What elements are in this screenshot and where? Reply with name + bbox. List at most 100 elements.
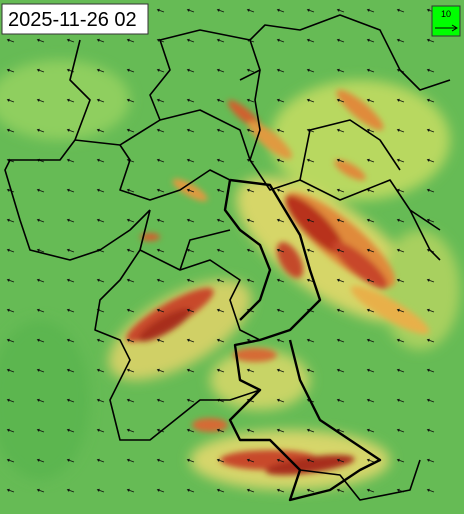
- wind-arrow: [246, 98, 255, 103]
- wind-arrow: [6, 338, 15, 343]
- wind-arrow: [246, 68, 255, 73]
- wind-arrow: [336, 158, 345, 163]
- wind-arrow: [306, 338, 315, 343]
- wind-arrow: [186, 128, 195, 133]
- wind-arrow: [276, 278, 285, 283]
- wind-arrow: [186, 488, 195, 493]
- wind-arrow: [276, 458, 285, 463]
- wind-arrow: [96, 218, 105, 223]
- wind-arrow: [6, 248, 15, 253]
- wind-arrow: [336, 128, 345, 133]
- wind-arrow: [306, 248, 315, 253]
- wind-arrow: [126, 128, 135, 133]
- wind-arrow: [156, 248, 165, 253]
- wind-arrow: [276, 8, 285, 13]
- wind-arrow: [6, 428, 15, 433]
- wind-arrow: [366, 128, 375, 133]
- wind-arrow: [36, 428, 45, 433]
- wind-arrow: [36, 458, 45, 463]
- wind-arrow: [66, 428, 75, 433]
- wind-arrow: [186, 188, 195, 193]
- wind-arrow: [216, 308, 225, 313]
- wind-arrow: [366, 308, 375, 313]
- wind-arrow: [96, 38, 105, 43]
- wind-arrow: [396, 458, 405, 463]
- arrows: [6, 8, 435, 493]
- wind-arrow: [186, 158, 195, 163]
- wind-arrow: [6, 38, 15, 43]
- wind-arrow: [6, 218, 15, 223]
- wind-arrow: [336, 368, 345, 373]
- wind-arrow: [186, 68, 195, 73]
- wind-arrow: [96, 428, 105, 433]
- wind-arrow: [366, 368, 375, 373]
- wind-arrow: [216, 218, 225, 223]
- wind-arrow: [426, 398, 435, 403]
- wind-arrow: [126, 338, 135, 343]
- wind-arrow: [336, 8, 345, 13]
- wind-arrow: [336, 398, 345, 403]
- wind-arrow: [96, 98, 105, 103]
- wind-arrow: [276, 428, 285, 433]
- wind-arrow: [276, 338, 285, 343]
- wind-arrow: [426, 338, 435, 343]
- wind-arrow: [366, 248, 375, 253]
- wind-arrow: [66, 128, 75, 133]
- wind-arrow: [156, 488, 165, 493]
- wind-arrow: [366, 218, 375, 223]
- wind-arrow: [276, 128, 285, 133]
- wind-arrow: [276, 248, 285, 253]
- wind-arrow: [366, 278, 375, 283]
- wind-arrow: [36, 338, 45, 343]
- wind-arrow: [366, 38, 375, 43]
- wind-arrow: [36, 308, 45, 313]
- wind-arrow: [246, 8, 255, 13]
- wind-arrow: [6, 68, 15, 73]
- wind-arrow: [186, 368, 195, 373]
- wind-arrow: [126, 98, 135, 103]
- wind-arrow: [6, 488, 15, 493]
- wind-arrow: [306, 8, 315, 13]
- wind-arrow: [366, 428, 375, 433]
- wind-arrow: [396, 218, 405, 223]
- wind-arrow: [36, 98, 45, 103]
- wind-arrow: [426, 488, 435, 493]
- wind-arrow: [36, 38, 45, 43]
- wind-arrow: [276, 488, 285, 493]
- wind-arrow: [36, 488, 45, 493]
- wind-arrow: [186, 338, 195, 343]
- wind-arrow: [276, 398, 285, 403]
- wind-arrow: [366, 8, 375, 13]
- wind-arrow: [126, 218, 135, 223]
- wind-arrow: [156, 68, 165, 73]
- wind-arrow: [66, 158, 75, 163]
- wind-arrow: [66, 338, 75, 343]
- wind-arrow: [216, 278, 225, 283]
- wind-arrow: [396, 8, 405, 13]
- wind-arrow: [306, 98, 315, 103]
- wind-arrow: [216, 38, 225, 43]
- wind-arrow: [246, 128, 255, 133]
- wind-arrow: [276, 188, 285, 193]
- wind-arrow: [366, 458, 375, 463]
- legend-arrow: [435, 24, 458, 32]
- wind-arrow: [186, 8, 195, 13]
- wind-arrow: [6, 458, 15, 463]
- wind-arrow: [426, 368, 435, 373]
- wind-arrow: [36, 128, 45, 133]
- wind-arrow: [186, 398, 195, 403]
- wind-arrow: [246, 278, 255, 283]
- wind-arrow: [396, 308, 405, 313]
- wind-arrow: [426, 38, 435, 43]
- wind-arrow: [336, 98, 345, 103]
- wind-arrow: [126, 188, 135, 193]
- wind-arrow: [96, 398, 105, 403]
- wind-arrow: [306, 188, 315, 193]
- wind-arrow: [366, 98, 375, 103]
- wind-arrow: [156, 458, 165, 463]
- timestamp: 2025-11-26 02: [8, 9, 137, 31]
- wind-arrow: [126, 38, 135, 43]
- wind-arrow: [126, 398, 135, 403]
- wind-arrow: [216, 188, 225, 193]
- wind-arrow: [336, 488, 345, 493]
